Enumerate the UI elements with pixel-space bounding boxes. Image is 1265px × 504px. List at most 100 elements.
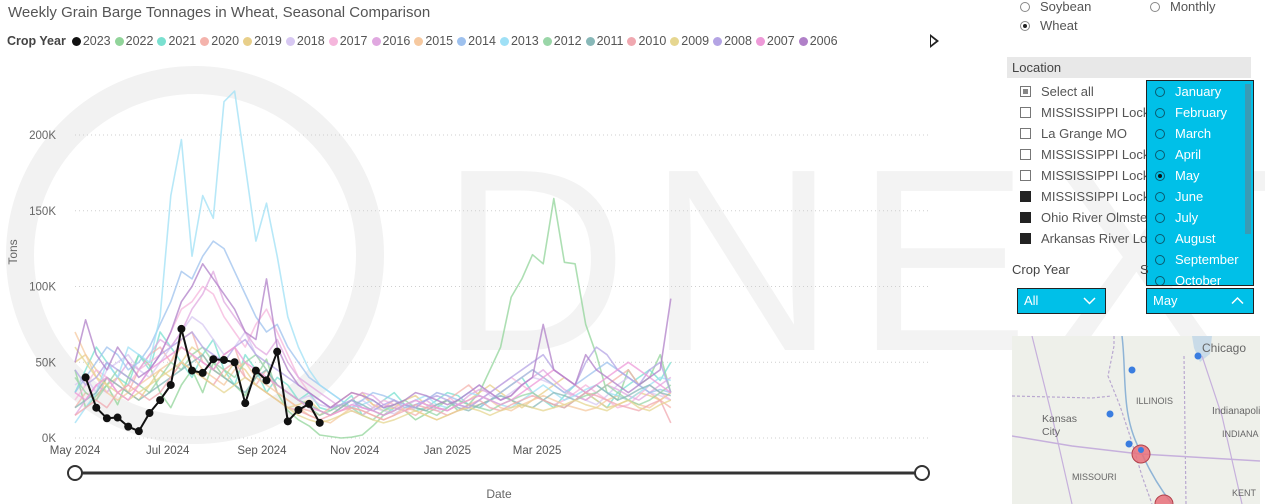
legend-item[interactable]: 2012	[542, 34, 582, 48]
location-item[interactable]: MISSISSIPPI Lock	[1020, 189, 1148, 204]
map-label-kent: KENT	[1232, 488, 1257, 498]
legend-label: 2017	[339, 34, 368, 48]
location-item[interactable]: Select all	[1020, 84, 1148, 99]
legend-item[interactable]: 2023	[71, 34, 111, 48]
legend-item[interactable]: 2014	[457, 34, 496, 48]
data-point[interactable]	[166, 380, 175, 389]
data-point[interactable]	[209, 355, 218, 364]
month-dropdown-list[interactable]: January February March April May June July Augu…	[1146, 80, 1254, 286]
map-point-marker[interactable]	[1106, 410, 1114, 418]
data-point[interactable]	[294, 405, 303, 414]
month-option[interactable]: January	[1155, 84, 1221, 99]
map-state-border	[1107, 336, 1153, 504]
data-point[interactable]	[145, 409, 154, 418]
month-option[interactable]: July	[1155, 210, 1198, 225]
location-item[interactable]: Arkansas River Lo	[1020, 231, 1148, 246]
radio-circle	[1155, 212, 1165, 223]
map-point-marker[interactable]	[1138, 447, 1144, 453]
checkbox[interactable]	[1020, 86, 1031, 97]
location-map[interactable]: Chicago ILLINOIS Kansas City Indianapol i…	[1012, 336, 1260, 504]
location-item[interactable]: MISSISSIPPI Lock	[1020, 147, 1148, 162]
legend-item[interactable]: 2018	[285, 34, 325, 48]
data-point[interactable]	[134, 427, 143, 436]
legend-item[interactable]: 2013	[499, 34, 539, 48]
radio-soybean[interactable]: Soybean	[1020, 0, 1091, 14]
data-point[interactable]	[92, 403, 101, 412]
location-label: Ohio River Olmste	[1041, 210, 1148, 225]
map-point-marker[interactable]	[1128, 366, 1136, 374]
date-range-end-handle[interactable]	[914, 465, 930, 481]
data-point[interactable]	[113, 413, 122, 422]
month-option[interactable]: September	[1155, 252, 1239, 267]
crop-year-dropdown[interactable]: All	[1017, 288, 1106, 314]
location-label: La Grange MO	[1041, 126, 1127, 141]
data-point[interactable]	[273, 347, 282, 356]
location-label: Select all	[1041, 84, 1094, 99]
checkbox[interactable]	[1020, 212, 1031, 223]
data-point[interactable]	[241, 399, 250, 408]
legend-item[interactable]: 2021	[157, 34, 196, 48]
month-label: June	[1175, 189, 1204, 204]
map-point-marker[interactable]	[1125, 440, 1133, 448]
legend-item[interactable]: 2020	[200, 34, 239, 48]
legend-item[interactable]: 2019	[243, 34, 282, 48]
month-dropdown[interactable]: May	[1146, 288, 1254, 314]
legend-item[interactable]: 2007	[755, 34, 795, 48]
legend-item[interactable]: 2017	[328, 34, 368, 48]
legend-item[interactable]: 2016	[371, 34, 410, 48]
checkbox[interactable]	[1020, 107, 1031, 118]
legend-item[interactable]: 2022	[114, 34, 153, 48]
date-range-start-handle[interactable]	[67, 465, 83, 481]
legend-item[interactable]: 2009	[670, 34, 709, 48]
checkbox[interactable]	[1020, 191, 1031, 202]
radio-label: Monthly	[1170, 0, 1216, 14]
month-option[interactable]: March	[1155, 126, 1211, 141]
legend-dot	[200, 36, 210, 46]
data-point[interactable]	[315, 418, 324, 427]
data-point[interactable]	[198, 368, 207, 377]
data-point[interactable]	[188, 366, 197, 375]
x-axis-label: Date	[486, 487, 512, 501]
location-item[interactable]: MISSISSIPPI Lock	[1020, 105, 1148, 120]
location-item[interactable]: Ohio River Olmste	[1020, 210, 1148, 225]
legend-item[interactable]: 2015	[414, 34, 453, 48]
data-point[interactable]	[124, 422, 133, 431]
legend-item[interactable]: 2008	[713, 34, 752, 48]
data-point[interactable]	[177, 324, 186, 333]
legend-item[interactable]: 2011	[585, 34, 623, 48]
data-point[interactable]	[283, 417, 292, 426]
checkbox[interactable]	[1020, 149, 1031, 160]
map-state-border	[1012, 395, 1113, 399]
location-item[interactable]: La Grange MO	[1020, 126, 1148, 141]
chevron-up-icon	[1231, 296, 1244, 305]
month-option[interactable]: February	[1155, 105, 1227, 120]
month-option[interactable]: April	[1155, 147, 1201, 162]
data-point[interactable]	[262, 376, 271, 385]
month-label: October	[1175, 273, 1222, 286]
month-option[interactable]: June	[1155, 189, 1203, 204]
month-option[interactable]: August	[1155, 231, 1215, 246]
month-option[interactable]: May	[1155, 168, 1200, 183]
radio-circle	[1155, 107, 1165, 118]
map-bubble-marker[interactable]	[1154, 494, 1174, 504]
month-option[interactable]: October	[1155, 273, 1222, 286]
map-point-marker[interactable]	[1194, 352, 1202, 360]
radio-monthly[interactable]: Monthly	[1150, 0, 1216, 14]
data-point[interactable]	[305, 399, 314, 408]
checkbox[interactable]	[1020, 128, 1031, 139]
checkbox[interactable]	[1020, 233, 1031, 244]
data-point[interactable]	[251, 366, 260, 375]
data-point[interactable]	[230, 358, 239, 367]
data-point[interactable]	[102, 414, 111, 423]
legend-item[interactable]: 2006	[798, 34, 838, 48]
legend-item[interactable]: 2010	[627, 34, 666, 48]
data-point[interactable]	[81, 373, 90, 382]
map-bubble-marker[interactable]	[1131, 444, 1151, 464]
location-item[interactable]: MISSISSIPPI Lock	[1020, 168, 1148, 183]
radio-wheat[interactable]: Wheat	[1020, 18, 1078, 33]
month-list-scrollbar[interactable]	[1245, 84, 1251, 234]
data-point[interactable]	[156, 396, 165, 405]
data-point[interactable]	[219, 355, 228, 364]
checkbox[interactable]	[1020, 170, 1031, 181]
legend-next-arrow-icon[interactable]	[930, 34, 939, 48]
